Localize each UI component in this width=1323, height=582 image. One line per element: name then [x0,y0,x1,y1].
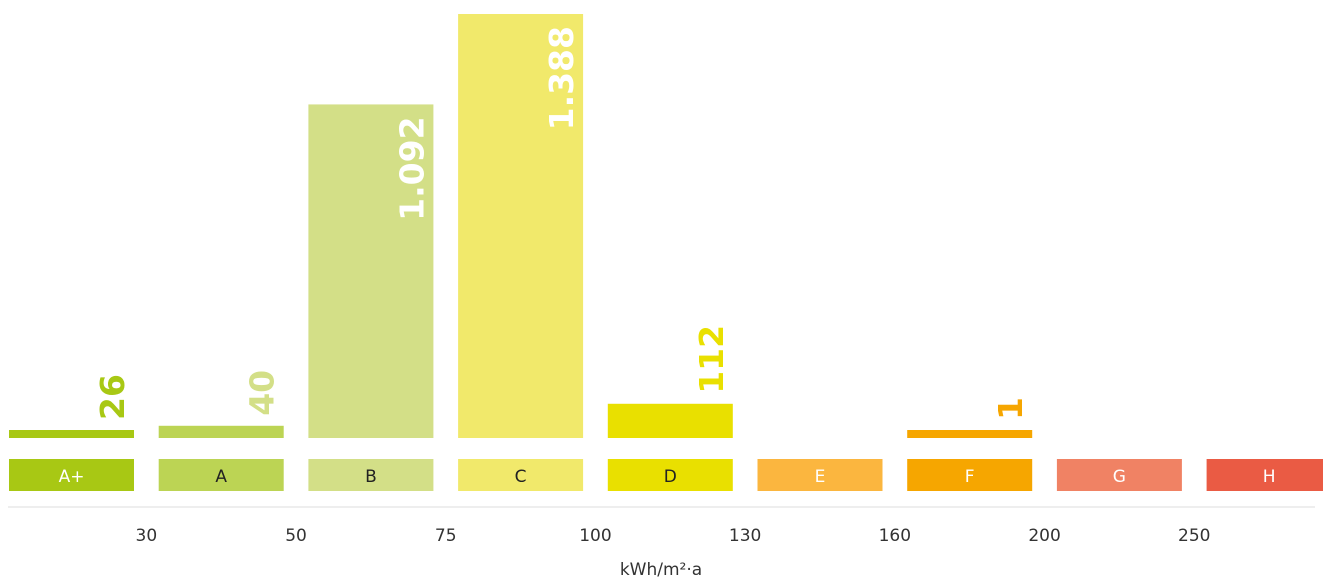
value-label-d: 112 [692,325,731,394]
class-label-f: F [965,467,975,487]
value-label-f: 1 [991,397,1030,420]
bar-a [158,425,284,438]
bar-b [308,104,434,438]
class-band-f [907,459,1033,491]
class-band-b [308,459,434,491]
class-label-a: A [215,467,227,487]
class-bands-group: A+ A B C D E F G H [9,459,1323,491]
value-label-a-plus: 26 [93,374,132,420]
value-label-c: 1.388 [542,26,581,130]
boundary-tick-label: 160 [879,526,911,546]
class-label-d: D [664,467,677,487]
bar-d [607,403,733,438]
boundary-tick-label: 75 [435,526,457,546]
class-label-e: E [815,467,826,487]
class-band-c [458,459,584,491]
class-label-a-plus: A+ [59,467,85,487]
boundary-tick-label: 250 [1178,526,1210,546]
bar-a-plus [9,430,134,438]
bar-c [458,14,584,438]
value-label-a: 40 [243,370,282,416]
class-band-h [1206,459,1323,491]
class-band-d [607,459,733,491]
class-band-a [158,459,284,491]
boundary-tick-label: 130 [729,526,761,546]
class-band-g [1056,459,1182,491]
value-label-b: 1.092 [392,116,431,220]
class-label-h: H [1263,467,1276,487]
boundary-tick-label: 100 [579,526,611,546]
boundary-tick-label: 50 [285,526,307,546]
class-band-e [757,459,883,491]
class-band-a-plus [9,459,134,491]
bars-group [9,14,1033,438]
value-labels-group: 26 40 1.092 1.388 112 1 [93,26,1030,420]
class-label-b: B [365,467,377,487]
boundary-tick-label: 30 [136,526,158,546]
boundary-ticks-group: 30 50 75 100 130 160 200 250 [136,526,1211,546]
class-label-c: C [515,467,527,487]
boundary-tick-label: 200 [1028,526,1060,546]
bar-f [907,430,1033,438]
x-axis-label: kWh/m²·a [620,560,702,580]
class-label-g: G [1113,467,1126,487]
